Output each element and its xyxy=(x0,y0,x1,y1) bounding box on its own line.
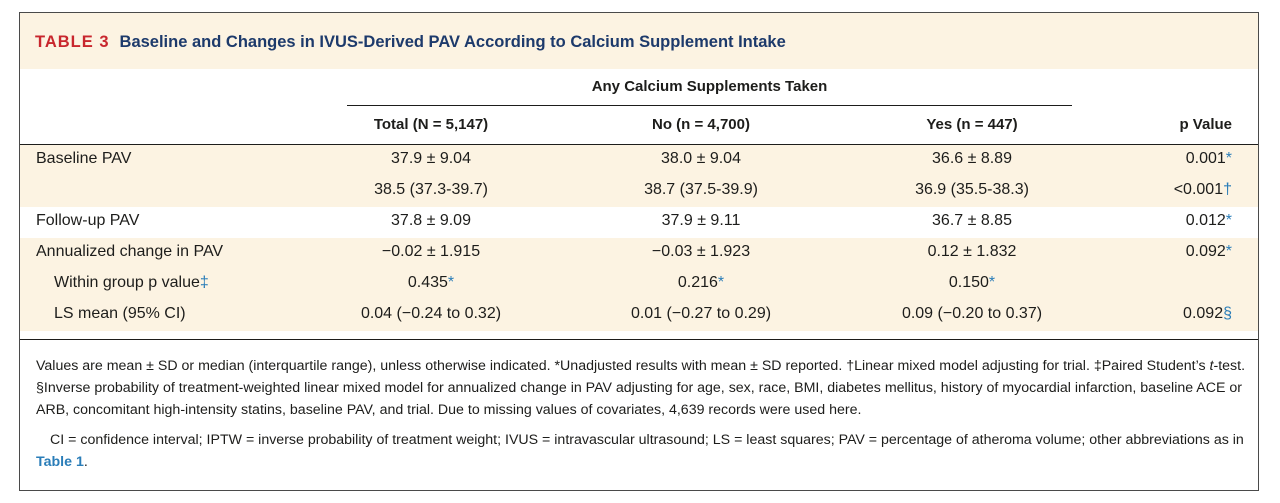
row-label: LS mean (95% CI) xyxy=(54,305,186,322)
footnote-marker: * xyxy=(1225,243,1232,260)
table-frame: TABLE 3 Baseline and Changes in IVUS-Deri… xyxy=(19,12,1259,491)
cell-no: 38.7 (37.5-39.9) xyxy=(644,181,758,198)
cell-total: 0.435* xyxy=(407,274,455,291)
table-row: Annualized change in PAV −0.02 ± 1.915 −… xyxy=(20,238,1258,269)
footnote-values: Values are mean ± SD or median (interqua… xyxy=(36,358,1246,418)
table-row: Baseline PAV 37.9 ± 9.04 38.0 ± 9.04 36.… xyxy=(20,145,1258,176)
table-header-band: TABLE 3 Baseline and Changes in IVUS-Deri… xyxy=(20,13,1258,69)
cell-p-value: <0.001† xyxy=(1173,181,1232,198)
cell-yes: 36.9 (35.5-38.3) xyxy=(915,181,1029,198)
row-label: Follow-up PAV xyxy=(36,212,140,229)
footnote-marker: † xyxy=(1223,181,1232,198)
group-underline xyxy=(347,105,1072,106)
table-bottom-rule xyxy=(20,339,1258,340)
table-row: Follow-up PAV 37.8 ± 9.09 37.9 ± 9.11 36… xyxy=(20,207,1258,238)
footnote-marker: * xyxy=(988,274,996,291)
cell-total: −0.02 ± 1.915 xyxy=(381,243,481,260)
cell-yes: 0.12 ± 1.832 xyxy=(927,243,1017,260)
table-row: LS mean (95% CI) 0.04 (−0.24 to 0.32) 0.… xyxy=(20,300,1258,331)
cell-no: 38.0 ± 9.04 xyxy=(661,150,741,167)
column-header-yes: Yes (n = 447) xyxy=(926,116,1018,133)
cell-p-value: 0.001* xyxy=(1185,150,1232,167)
cell-yes: 36.7 ± 8.85 xyxy=(932,212,1012,229)
cell-yes: 36.6 ± 8.89 xyxy=(932,150,1012,167)
cell-no: 0.216* xyxy=(677,274,725,291)
footnote-abbreviations: CI = confidence interval; IPTW = inverse… xyxy=(36,432,1244,470)
table-title-text: Baseline and Changes in IVUS-Derived PAV… xyxy=(119,33,786,51)
footnote-marker: * xyxy=(447,274,455,291)
table-row: 38.5 (37.3-39.7) 38.7 (37.5-39.9) 36.9 (… xyxy=(20,176,1258,207)
table-row: Within group p value‡ 0.435* 0.216* 0.15… xyxy=(20,269,1258,300)
cell-no: 37.9 ± 9.11 xyxy=(661,212,741,229)
row-label: Within group p value‡ xyxy=(54,274,209,291)
column-header-total: Total (N = 5,147) xyxy=(373,116,489,133)
table-1-link[interactable]: Table 1 xyxy=(36,454,84,470)
footnote-marker: * xyxy=(717,274,725,291)
row-label: Annualized change in PAV xyxy=(36,243,224,260)
cell-total: 38.5 (37.3-39.7) xyxy=(374,181,488,198)
cell-p-value: 0.012* xyxy=(1185,212,1232,229)
group-header: Any Calcium Supplements Taken xyxy=(591,78,828,95)
cell-total: 37.9 ± 9.04 xyxy=(391,150,471,167)
cell-no: 0.01 (−0.27 to 0.29) xyxy=(630,305,772,322)
footnote-marker: ‡ xyxy=(199,274,209,291)
cell-total: 0.04 (−0.24 to 0.32) xyxy=(360,305,502,322)
cell-p-value: 0.092§ xyxy=(1183,305,1232,322)
cell-no: −0.03 ± 1.923 xyxy=(651,243,751,260)
footnote-marker: § xyxy=(1223,305,1232,322)
footnote-marker: * xyxy=(1225,212,1232,229)
row-label: Baseline PAV xyxy=(36,150,132,167)
cell-yes: 0.150* xyxy=(948,274,996,291)
footnote-marker: * xyxy=(1225,150,1232,167)
table-title: TABLE 3 Baseline and Changes in IVUS-Deri… xyxy=(35,33,786,52)
table-number-label: TABLE 3 xyxy=(35,33,110,51)
column-header-p-value: p Value xyxy=(1179,116,1232,133)
cell-p-value: 0.092* xyxy=(1185,243,1232,260)
cell-total: 37.8 ± 9.09 xyxy=(391,212,471,229)
column-header-no: No (n = 4,700) xyxy=(652,116,750,133)
header-rule xyxy=(20,144,1258,145)
cell-yes: 0.09 (−0.20 to 0.37) xyxy=(901,305,1043,322)
